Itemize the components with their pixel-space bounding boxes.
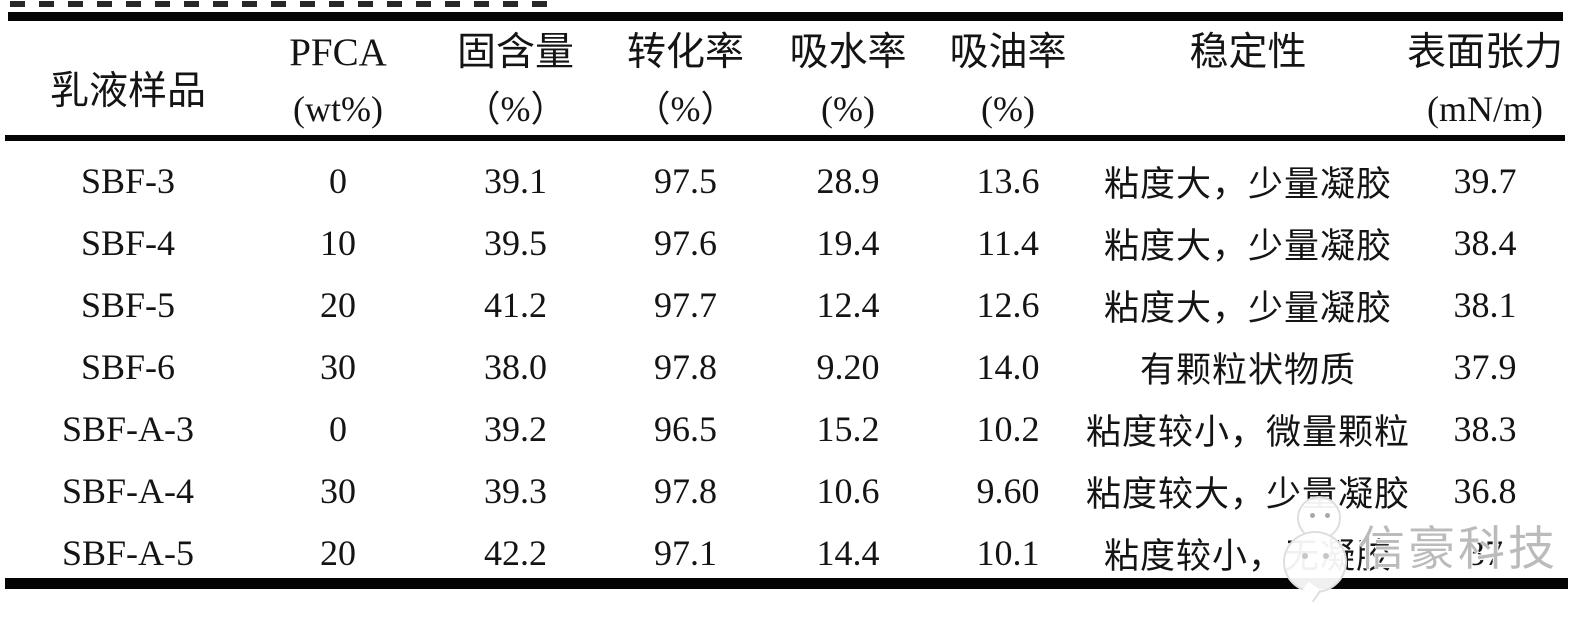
col-header-label: 转化率: [626, 31, 744, 74]
table-cell-oil-abs: 12.6: [976, 285, 1040, 325]
table-bottom-rule: [5, 578, 1568, 589]
table-cell-solid-content: 41.2: [484, 285, 547, 325]
table-cell-surface-tension: 38.1: [1453, 285, 1517, 325]
table-cell-solid-content: 38.0: [484, 347, 547, 387]
table-cell-stability: 粘度较小，无凝胶: [1103, 536, 1392, 576]
table-cell-pfca: 0: [329, 161, 347, 201]
table-cell-conversion: 97.1: [654, 533, 717, 573]
col-header-oil-absorption: 吸油率 (%): [928, 22, 1088, 135]
table-cell-oil-abs: 13.6: [976, 161, 1040, 201]
table-cell-solid-content: 39.2: [484, 409, 547, 449]
table-cell-water-abs: 15.2: [816, 409, 880, 449]
table-cell-surface-tension: 38.4: [1453, 223, 1517, 263]
table-cell-solid-content: 42.2: [484, 533, 547, 573]
col-header-stability: 稳定性: [1088, 22, 1408, 135]
table-cell-solid-content: 39.1: [484, 161, 547, 201]
col-header-water-absorption: 吸水率 (%): [768, 22, 928, 135]
col-header-solid-content: 固含量 （%）: [428, 22, 603, 135]
table-cell-oil-abs: 9.60: [976, 471, 1040, 511]
table-cell-sample: SBF-A-4: [61, 471, 195, 511]
col-header-surface-tension: 表面张力 (mN/m): [1407, 22, 1564, 135]
table-cell-surface-tension: 36.8: [1453, 471, 1517, 511]
col-header-label: 乳液样品: [49, 69, 206, 113]
col-header-label: PFCA: [289, 31, 387, 74]
col-header-label: 固含量: [456, 31, 574, 74]
table-cell-stability: 粘度大，少量凝胶: [1103, 164, 1392, 204]
table-top-rule: [8, 12, 1563, 21]
table-cell-surface-tension: 37: [1467, 533, 1503, 573]
table-header-row: 乳液样品 PFCA (wt%) 固含量 （%） 转化率 （%） 吸水率 (%) …: [8, 22, 1564, 135]
col-header-conversion-rate: 转化率 （%）: [603, 22, 768, 135]
col-header-sample: 乳液样品: [8, 22, 248, 135]
table-cell-sample: SBF-4: [80, 223, 176, 263]
col-header-unit: (wt%): [293, 89, 383, 129]
table-cell-pfca: 20: [320, 285, 356, 325]
table-cell-water-abs: 9.20: [816, 347, 880, 387]
table-cell-pfca: 20: [320, 533, 356, 573]
table-cell-surface-tension: 39.7: [1453, 161, 1517, 201]
col-header-label: 表面张力: [1407, 31, 1564, 74]
table-cell-conversion: 97.8: [654, 471, 717, 511]
col-header-unit: (%): [981, 89, 1035, 129]
table-cell-conversion: 97.7: [654, 285, 717, 325]
table-cell-water-abs: 14.4: [816, 533, 880, 573]
table-cell-oil-abs: 10.2: [976, 409, 1040, 449]
col-header-unit: (mN/m): [1427, 89, 1543, 129]
table-body: SBF-3 0 39.1 97.5 28.9 13.6 粘度大，少量凝胶 39.…: [8, 150, 1562, 584]
table-header-separator-rule: [5, 135, 1565, 141]
table-cell-water-abs: 10.6: [816, 471, 880, 511]
table-cell-stability: 有颗粒状物质: [1139, 350, 1356, 390]
table-cell-water-abs: 28.9: [816, 161, 880, 201]
clipped-caption-fragment: [10, 1, 558, 7]
col-header-unit: （%）: [464, 89, 567, 129]
table-cell-stability: 粘度较大，少量凝胶: [1086, 474, 1411, 514]
table-cell-stability: 粘度大，少量凝胶: [1103, 226, 1392, 266]
table-cell-sample: SBF-6: [80, 347, 176, 387]
table-cell-surface-tension: 38.3: [1453, 409, 1517, 449]
table-cell-conversion: 97.6: [654, 223, 717, 263]
table-cell-conversion: 96.5: [654, 409, 717, 449]
table-cell-pfca: 0: [329, 409, 347, 449]
table-cell-water-abs: 19.4: [816, 223, 880, 263]
col-header-label: 稳定性: [1189, 31, 1307, 74]
col-header-unit: （%）: [634, 89, 737, 129]
col-header-unit: (%): [821, 89, 875, 129]
table-cell-solid-content: 39.5: [484, 223, 547, 263]
table-cell-stability: 粘度大，少量凝胶: [1103, 288, 1392, 328]
col-header-label: 吸水率: [789, 31, 907, 74]
table-cell-conversion: 97.5: [654, 161, 717, 201]
table-cell-sample: SBF-A-3: [61, 409, 195, 449]
table-cell-pfca: 30: [320, 471, 356, 511]
table-cell-conversion: 97.8: [654, 347, 717, 387]
table-cell-solid-content: 39.3: [484, 471, 547, 511]
table-cell-oil-abs: 10.1: [976, 533, 1040, 573]
table-cell-surface-tension: 37.9: [1453, 347, 1517, 387]
table-cell-oil-abs: 14.0: [976, 347, 1040, 387]
col-header-label: 吸油率: [949, 31, 1067, 74]
table-cell-stability: 粘度较小，微量颗粒: [1086, 412, 1411, 452]
table-cell-sample: SBF-5: [80, 285, 176, 325]
table-cell-water-abs: 12.4: [816, 285, 880, 325]
table-cell-pfca: 10: [320, 223, 356, 263]
col-header-pfca: PFCA (wt%): [248, 22, 428, 135]
table-cell-pfca: 30: [320, 347, 356, 387]
table-cell-sample: SBF-A-5: [61, 533, 195, 573]
table-cell-sample: SBF-3: [80, 161, 176, 201]
table-cell-oil-abs: 11.4: [977, 223, 1039, 263]
